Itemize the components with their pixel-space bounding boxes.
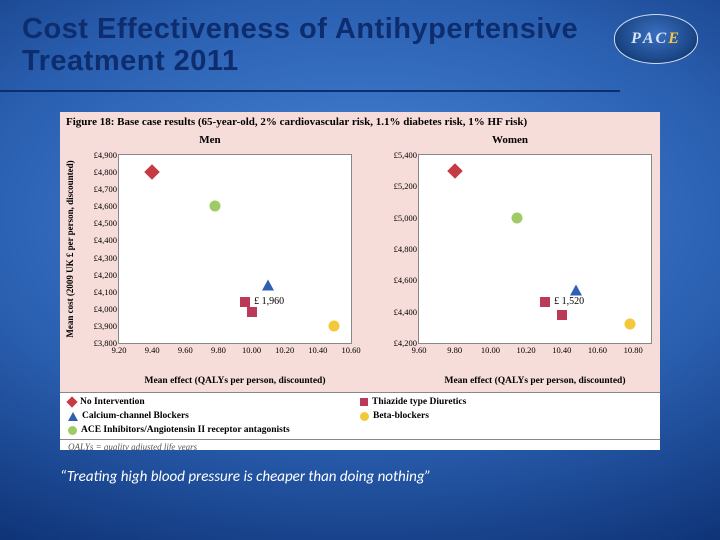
legend-marker-icon (68, 412, 78, 421)
title-underline (0, 90, 620, 92)
y-tick: £4,800 (394, 244, 419, 254)
x-tick: 9.20 (112, 343, 127, 355)
y-tick: £4,700 (94, 184, 119, 194)
legend-marker-icon (360, 412, 369, 421)
legend-item: No Intervention (68, 395, 360, 409)
data-point (262, 279, 274, 290)
y-tick: £5,400 (394, 150, 419, 160)
chart-panels: Men Mean cost (2009 UK £ per person, disc… (60, 132, 660, 392)
x-axis-label: Mean effect (QALYs per person, discounte… (418, 376, 652, 386)
y-tick: £4,400 (394, 307, 419, 317)
legend-label: Calcium-channel Blockers (82, 411, 189, 421)
y-tick: £4,600 (94, 201, 119, 211)
x-tick: 10.80 (624, 343, 643, 355)
legend-item: ACE Inhibitors/Angiotensin II receptor a… (68, 423, 360, 437)
y-tick: £4,600 (394, 275, 419, 285)
callout-text: £ 1,520 (552, 296, 585, 307)
x-tick: 10.60 (341, 343, 360, 355)
callout-marker-icon (540, 297, 550, 307)
legend-item: Thiazide type Diuretics (360, 395, 652, 409)
x-tick: 9.60 (178, 343, 193, 355)
x-tick: 9.80 (211, 343, 226, 355)
y-tick: £3,900 (94, 321, 119, 331)
quote-text: “Treating high blood pressure is cheaper… (60, 468, 431, 486)
data-point (570, 284, 582, 295)
x-tick: 9.40 (145, 343, 160, 355)
y-axis-label: Mean cost (2009 UK £ per person, discoun… (66, 160, 76, 337)
legend-marker-icon (360, 398, 368, 406)
data-point (329, 320, 340, 331)
legend-label: ACE Inhibitors/Angiotensin II receptor a… (81, 425, 290, 435)
legend-label: Beta-blockers (373, 411, 429, 421)
data-point (247, 307, 257, 317)
legend-label: No Intervention (80, 397, 145, 407)
figure-panel: Figure 18: Base case results (65-year-ol… (60, 112, 660, 450)
callout-label: £ 1,520 (540, 296, 585, 307)
legend-marker-icon (68, 426, 77, 435)
callout-label: £ 1,960 (240, 296, 285, 307)
x-tick: 10.40 (308, 343, 327, 355)
legend-item: Calcium-channel Blockers (68, 409, 360, 423)
x-tick: 10.40 (552, 343, 571, 355)
y-tick: £4,900 (94, 150, 119, 160)
y-tick: £4,100 (94, 287, 119, 297)
data-point (447, 163, 463, 179)
x-axis-label: Mean effect (QALYs per person, discounte… (118, 376, 352, 386)
x-tick: 10.00 (481, 343, 500, 355)
figure-caption: Figure 18: Base case results (65-year-ol… (60, 112, 660, 132)
x-tick: 10.00 (242, 343, 261, 355)
y-tick: £4,400 (94, 235, 119, 245)
callout-marker-icon (240, 297, 250, 307)
x-tick: 10.20 (275, 343, 294, 355)
data-point (210, 201, 221, 212)
y-tick: £4,800 (94, 167, 119, 177)
y-tick: £4,000 (94, 304, 119, 314)
chart-panel: Men Mean cost (2009 UK £ per person, disc… (60, 132, 360, 392)
y-tick: £4,200 (94, 270, 119, 280)
figure-footnote: QALYs = quality adjusted life years (60, 440, 660, 454)
data-point (624, 319, 635, 330)
callout-text: £ 1,960 (252, 296, 285, 307)
legend-marker-icon (66, 396, 77, 407)
y-tick: £4,500 (94, 218, 119, 228)
slide-title: Cost Effectiveness of Antihypertensive T… (22, 14, 582, 78)
panel-title: Women (360, 134, 660, 146)
x-tick: 10.60 (588, 343, 607, 355)
x-tick: 9.60 (412, 343, 427, 355)
legend-label: Thiazide type Diuretics (372, 397, 466, 407)
y-tick: £4,300 (94, 253, 119, 263)
data-point (557, 310, 567, 320)
plot-area: £4,200£4,400£4,600£4,800£5,000£5,200£5,4… (418, 154, 652, 344)
y-tick: £5,200 (394, 181, 419, 191)
slide: Cost Effectiveness of Antihypertensive T… (0, 0, 720, 540)
plot-area: £3,800£3,900£4,000£4,100£4,200£4,300£4,4… (118, 154, 352, 344)
legend: No Intervention Thiazide type Diuretics Ca… (60, 392, 660, 440)
panel-title: Men (60, 134, 360, 146)
x-tick: 10.20 (517, 343, 536, 355)
chart-panel: Women £4,200£4,400£4,600£4,800£5,000£5,20… (360, 132, 660, 392)
pace-logo: PACE (614, 14, 698, 64)
y-tick: £5,000 (394, 213, 419, 223)
legend-item: Beta-blockers (360, 409, 652, 423)
data-point (512, 212, 523, 223)
data-point (144, 164, 160, 180)
x-tick: 9.80 (447, 343, 462, 355)
